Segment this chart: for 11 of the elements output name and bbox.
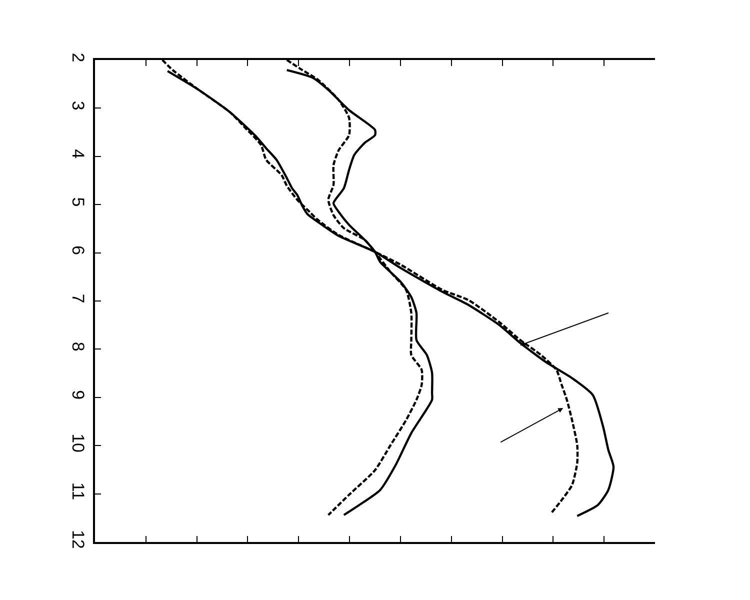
y-tick-label: 5 — [68, 197, 88, 207]
y-tick-label: 12 — [68, 530, 88, 549]
y-tick-label: 3 — [68, 100, 88, 110]
y-tick-label: 2 — [68, 52, 88, 62]
y-tick-label: 8 — [68, 342, 88, 352]
y-tick-label: 4 — [68, 149, 88, 159]
y-tick-label: 10 — [68, 434, 88, 453]
y-tick-label: 7 — [68, 294, 88, 304]
y-tick-label: 9 — [68, 390, 88, 400]
y-tick-label: 6 — [68, 246, 88, 255]
y-tick-label: 11 — [68, 482, 88, 500]
